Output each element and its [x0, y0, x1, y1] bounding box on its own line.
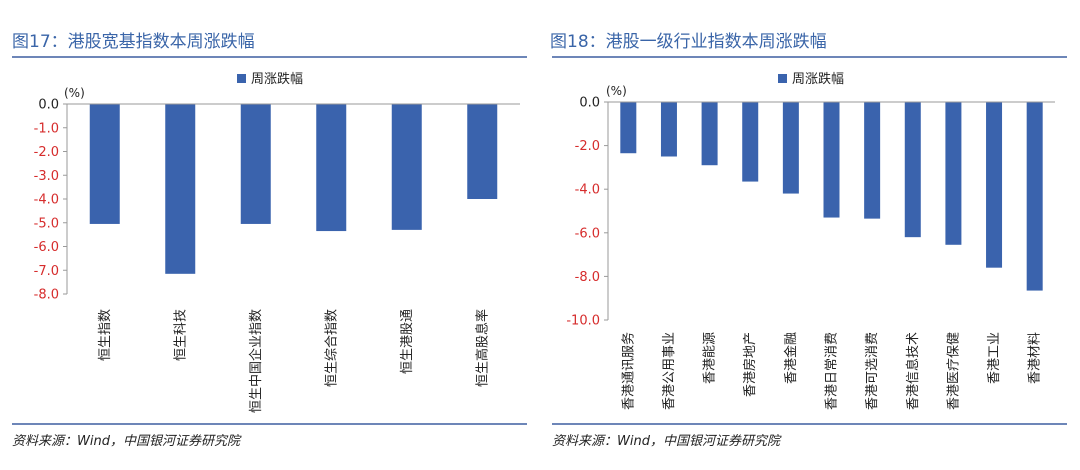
figure-18-source: 资料来源：Wind，中国银河证券研究院 [552, 434, 780, 449]
bar [986, 102, 1003, 268]
legend-label: 周涨跌幅 [792, 71, 844, 87]
y-tick-label: 0.0 [38, 98, 59, 113]
legend-swatch [237, 74, 246, 83]
bar [1026, 102, 1043, 291]
y-tick-label: 0.0 [579, 96, 600, 111]
category-label: 恒生科技 [173, 309, 188, 361]
figure-17-title: 图17：港股宽基指数本周涨跌幅 [12, 32, 255, 52]
bar [701, 102, 718, 166]
bar [89, 104, 120, 224]
bar [620, 102, 637, 154]
bar [823, 102, 840, 218]
category-label: 恒生中国企业指数 [248, 309, 264, 413]
y-tick-label: -1.0 [34, 121, 59, 136]
category-label: 恒生港股通 [400, 309, 415, 374]
category-label: 恒生指数 [98, 309, 113, 361]
category-label: 香港医疗保健 [946, 332, 961, 410]
category-label: 香港通讯服务 [620, 332, 636, 410]
y-tick-label: -5.0 [34, 216, 59, 231]
y-unit-label: (%) [64, 86, 85, 100]
figure-18-panel: 图18：港股一级行业指数本周涨跌幅 周涨跌幅 (%) 0.0 -2.0 -4.0 -6.0… [540, 0, 1080, 470]
category-label: 香港可选消费 [865, 332, 880, 410]
y-tick-label: -10.0 [566, 314, 600, 329]
y-tick-label: -4.0 [575, 183, 600, 198]
category-label: 恒生综合指数 [324, 309, 339, 387]
bar [945, 102, 962, 245]
bar [782, 102, 799, 194]
figure-17-bottom-rule [12, 423, 527, 425]
legend-label: 周涨跌幅 [251, 71, 303, 87]
legend-swatch [778, 74, 787, 83]
bar [467, 104, 498, 199]
category-label: 香港日常消费 [825, 332, 840, 410]
y-tick-label: -4.0 [34, 193, 59, 208]
figure-17-source: 资料来源：Wind，中国银河证券研究院 [12, 434, 240, 449]
figure-17-panel: 图17：港股宽基指数本周涨跌幅 周涨跌幅 (%) 0.0 -1.0 -2.0 -3.0 -4… [12, 32, 527, 449]
category-label: 香港能源 [703, 332, 718, 384]
category-label: 香港房地产 [742, 332, 758, 397]
y-tick-label: -8.0 [575, 270, 600, 285]
category-label: 香港公用事业 [662, 332, 677, 410]
bar [165, 104, 196, 274]
y-tick-label: -6.0 [34, 240, 59, 255]
y-tick-label: -2.0 [575, 139, 600, 154]
category-label: 恒生高股息率 [474, 309, 490, 387]
bar [742, 102, 759, 182]
bar [864, 102, 881, 219]
bar [240, 104, 271, 224]
category-label: 香港材料 [1028, 332, 1043, 384]
y-tick-label: -2.0 [34, 145, 59, 160]
y-unit-label: (%) [606, 84, 627, 98]
figure-18-title: 图18：港股一级行业指数本周涨跌幅 [550, 32, 827, 52]
figure-17-top-rule [12, 56, 527, 58]
figure-18-top-rule [552, 56, 1067, 58]
category-label: 香港工业 [987, 332, 1002, 384]
category-label: 香港信息技术 [905, 332, 921, 410]
y-tick-label: -8.0 [34, 288, 59, 303]
figure-18-chart: 周涨跌幅 (%) 0.0 -2.0 -4.0 -6.0 -8.0 -10.0 香港通讯服务 香港公… [566, 71, 1055, 410]
bar [391, 104, 422, 230]
figure-17-chart: 周涨跌幅 (%) 0.0 -1.0 -2.0 -3.0 -4.0 -5.0 -6.0 -7.0 -8… [34, 71, 520, 413]
y-tick-label: -6.0 [575, 226, 600, 241]
bar [660, 102, 677, 157]
category-label: 香港金融 [783, 332, 799, 384]
y-tick-label: -7.0 [34, 264, 59, 279]
y-tick-label: -3.0 [34, 169, 59, 184]
bar [904, 102, 921, 238]
bar [316, 104, 347, 232]
figure-18-bottom-rule [552, 423, 1067, 425]
